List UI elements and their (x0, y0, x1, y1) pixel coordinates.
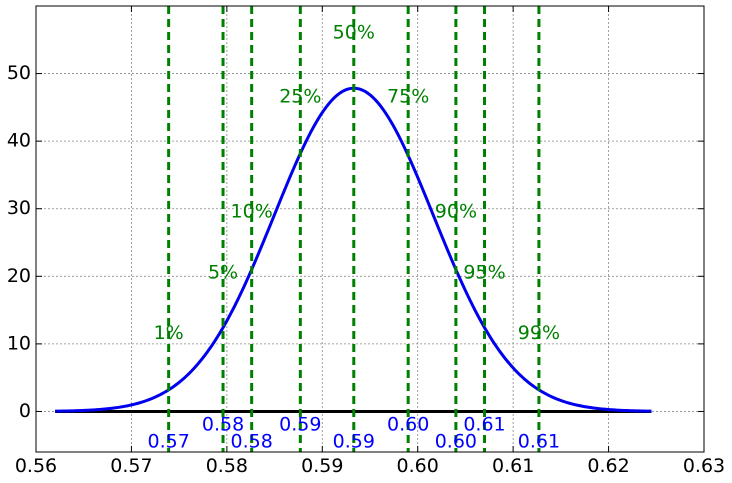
percentile-value-label: 0.57 (147, 430, 189, 452)
percentile-lines (167, 6, 541, 452)
y-tick-label: 10 (7, 332, 31, 354)
percentile-labels: 1% 5% 10% 25% 50% 75% 90% 95% 99% (154, 22, 560, 345)
plot-area (36, 6, 704, 452)
x-tick-label: 0.62 (587, 455, 629, 477)
x-tick-label: 0.61 (492, 455, 534, 477)
percentile-label: 1% (154, 322, 184, 344)
y-tick-label: 20 (7, 265, 31, 287)
x-tick-label: 0.59 (301, 455, 343, 477)
x-tick-label: 0.58 (206, 455, 248, 477)
percentile-value-label: 0.61 (518, 430, 560, 452)
y-tick-label: 0 (19, 400, 31, 422)
percentile-label: 25% (279, 86, 321, 108)
x-tick-label: 0.56 (15, 455, 57, 477)
x-axis-ticks: 0.56 0.57 0.58 0.59 0.60 0.61 0.62 0.63 (15, 6, 725, 477)
y-axis-ticks: 0 10 20 30 40 50 (7, 62, 704, 422)
percentile-value-label: 0.59 (279, 413, 321, 435)
y-tick-label: 50 (7, 62, 31, 84)
percentile-value-label: 0.58 (202, 413, 244, 435)
percentile-label: 10% (231, 201, 273, 223)
percentile-label: 50% (333, 22, 375, 44)
percentile-value-label: 0.59 (333, 430, 375, 452)
percentile-label: 95% (463, 261, 505, 283)
y-tick-label: 30 (7, 197, 31, 219)
percentile-value-label: 0.58 (231, 430, 273, 452)
y-tick-label: 40 (7, 130, 31, 152)
plot-frame (35, 5, 705, 453)
percentile-value-label: 0.60 (387, 413, 429, 435)
percentile-label: 99% (518, 322, 560, 344)
percentile-value-label: 0.60 (435, 430, 477, 452)
x-tick-label: 0.60 (397, 455, 439, 477)
percentile-value-label: 0.61 (463, 413, 505, 435)
value-labels: 0.570.580.580.590.590.600.600.610.61 (147, 413, 560, 452)
x-tick-label: 0.57 (110, 455, 152, 477)
x-tick-label: 0.63 (683, 455, 725, 477)
percentile-label: 75% (387, 86, 429, 108)
percentile-label: 5% (208, 261, 238, 283)
percentile-label: 90% (435, 201, 477, 223)
